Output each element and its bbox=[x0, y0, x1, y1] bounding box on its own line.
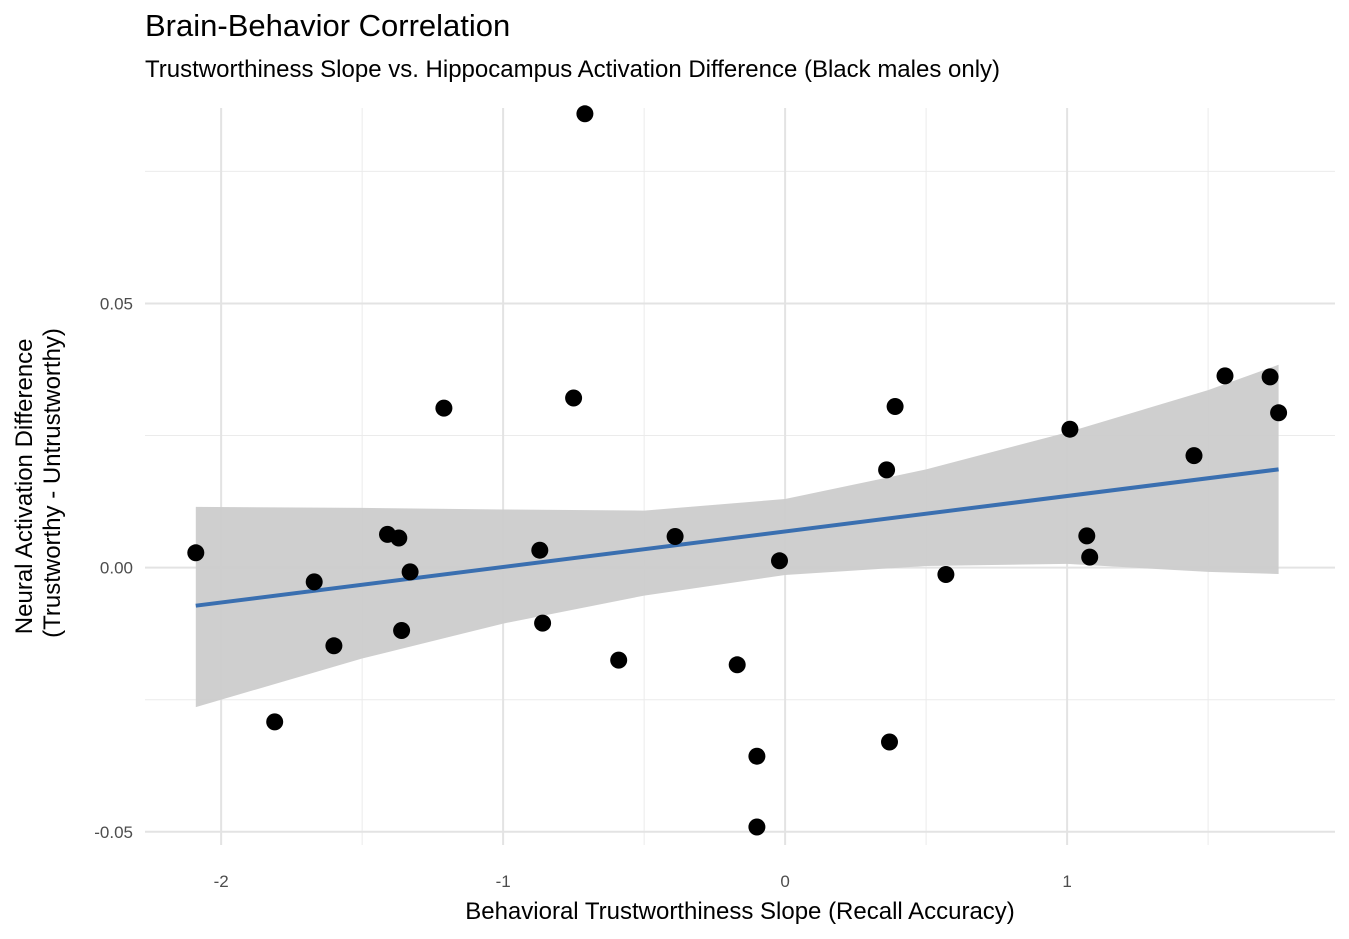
data-point bbox=[1270, 404, 1288, 422]
data-point bbox=[728, 656, 746, 674]
data-point bbox=[666, 528, 684, 545]
data-point bbox=[1185, 447, 1203, 465]
x-tick-label: -2 bbox=[214, 872, 229, 891]
x-tick-label: 0 bbox=[780, 872, 789, 891]
data-point bbox=[1078, 527, 1096, 545]
data-point bbox=[1216, 367, 1234, 385]
data-point bbox=[771, 552, 788, 570]
data-point bbox=[266, 713, 284, 731]
data-point bbox=[748, 747, 766, 765]
data-point bbox=[881, 733, 898, 751]
x-tick-label: 1 bbox=[1062, 872, 1071, 891]
chart-subtitle: Trustworthiness Slope vs. Hippocampus Ac… bbox=[145, 56, 1001, 83]
data-point bbox=[531, 541, 549, 559]
y-axis-title-line-2: (Trustworthy - Untrustworthy) bbox=[39, 328, 66, 638]
y-tick-label: 0.00 bbox=[100, 559, 133, 578]
fit-line-layer bbox=[195, 467, 1279, 608]
y-tick-label: 0.05 bbox=[100, 294, 133, 313]
data-point bbox=[610, 651, 628, 669]
data-point bbox=[1081, 548, 1099, 566]
data-point bbox=[565, 389, 583, 407]
regression-line bbox=[195, 467, 1279, 608]
x-axis-title: Behavioral Trustworthiness Slope (Recall… bbox=[465, 898, 1015, 925]
data-point bbox=[576, 105, 594, 123]
data-point bbox=[937, 566, 955, 583]
data-points bbox=[187, 105, 1288, 836]
data-point bbox=[187, 544, 205, 562]
data-point bbox=[305, 573, 323, 591]
data-point bbox=[1061, 420, 1079, 438]
data-point bbox=[393, 622, 411, 639]
data-point bbox=[435, 399, 453, 417]
y-axis-title-line-1: Neural Activation Difference bbox=[11, 338, 38, 634]
chart-title: Brain-Behavior Correlation bbox=[145, 8, 511, 43]
tick-labels: -2 -1 0 1 -0.05 0.00 0.05 bbox=[94, 294, 1072, 891]
data-point bbox=[390, 529, 408, 547]
data-point bbox=[878, 461, 896, 479]
data-point bbox=[886, 398, 904, 415]
data-point bbox=[325, 637, 343, 655]
data-point bbox=[401, 563, 419, 581]
data-point bbox=[748, 818, 766, 836]
y-axis-title: Neural Activation Difference (Trustworth… bbox=[11, 328, 66, 638]
data-point bbox=[534, 614, 552, 632]
data-point bbox=[1261, 368, 1279, 386]
x-tick-label: -1 bbox=[496, 872, 511, 891]
y-tick-label: -0.05 bbox=[94, 823, 133, 842]
